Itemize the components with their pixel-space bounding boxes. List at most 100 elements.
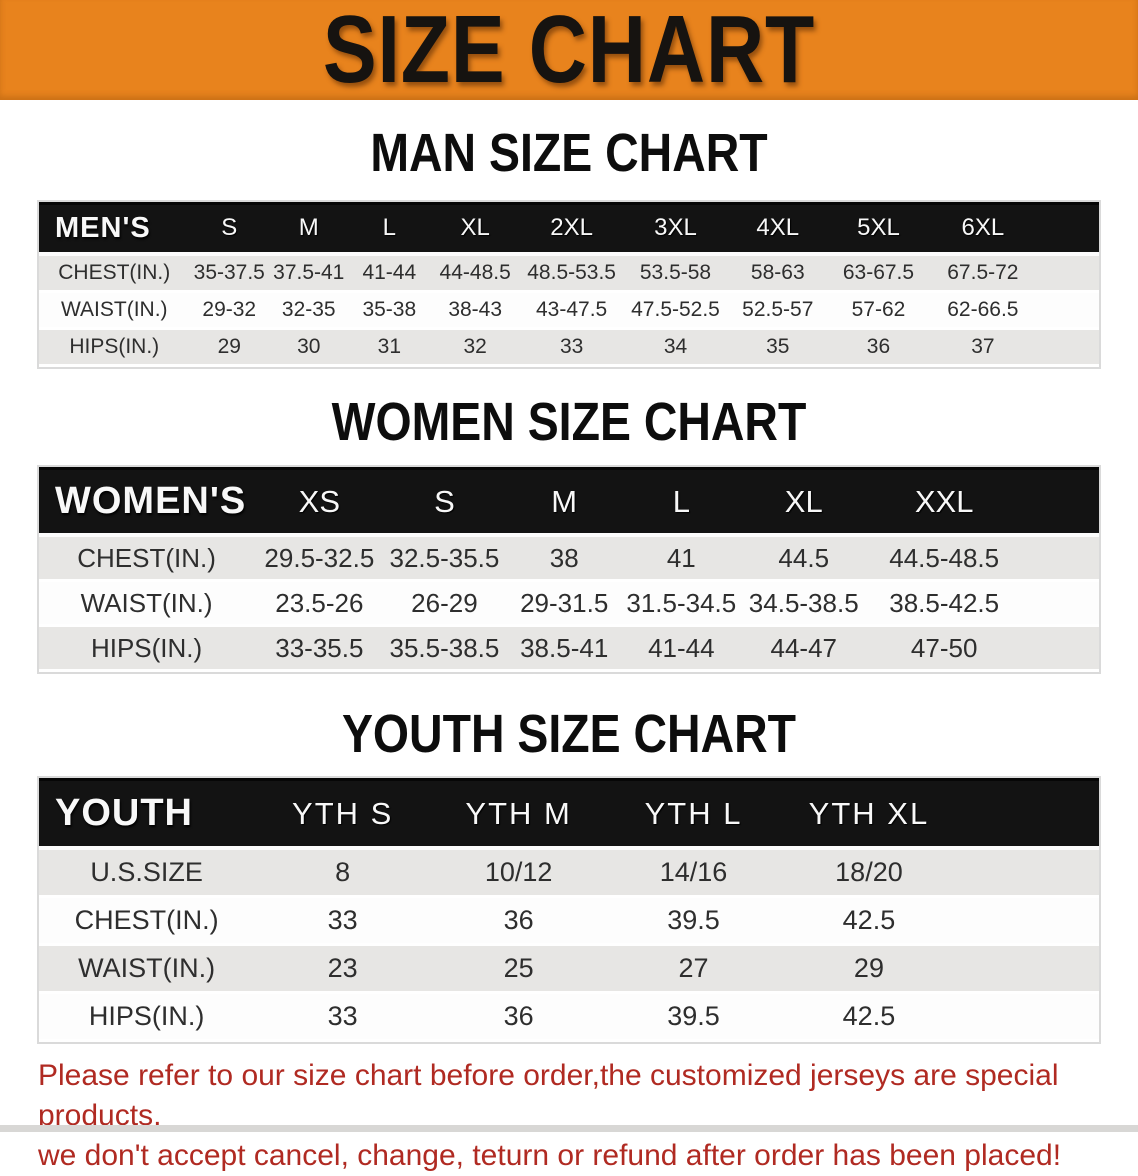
youth-size-table: YOUTH YTH S YTH M YTH L YTH XL U.S.SIZE 8 10/12…	[37, 776, 1101, 1045]
size-cell: 47-50	[868, 627, 1020, 673]
size-column-header: 4XL	[727, 201, 828, 256]
men-section-heading: MAN SIZE CHART	[370, 123, 768, 183]
size-cell: 34.5-38.5	[738, 582, 869, 628]
size-cell: 33-35.5	[254, 627, 385, 673]
row-spacer	[1019, 582, 1099, 628]
size-column-header: YTH XL	[780, 778, 957, 851]
row-spacer	[1019, 627, 1099, 673]
size-cell: 32	[430, 329, 521, 367]
row-label: WAIST(IN.)	[39, 292, 190, 330]
size-column-header: L	[624, 467, 739, 538]
size-cell: 37.5-41	[269, 255, 349, 293]
size-column-header: S	[189, 201, 270, 256]
size-cell: 31	[348, 329, 431, 367]
size-cell: 62-66.5	[929, 292, 1037, 330]
women-size-chart-section: WOMEN SIZE CHART WOMEN'S XS S M L XL XXL CHEST(…	[0, 391, 1138, 675]
size-cell: 52.5-57	[727, 292, 828, 330]
size-cell: 43-47.5	[520, 292, 624, 330]
table-header-label: WOMEN'S	[39, 467, 255, 538]
table-header-label: YOUTH	[39, 778, 255, 851]
row-label: HIPS(IN.)	[39, 329, 190, 367]
row-label: CHEST(IN.)	[39, 537, 255, 583]
size-cell: 14/16	[606, 850, 781, 899]
table-row: CHEST(IN.) 29.5-32.5 32.5-35.5 38 41 44.5 44.5…	[39, 537, 1099, 583]
size-column-header: L	[348, 201, 431, 256]
size-cell: 41	[624, 537, 739, 583]
row-spacer	[1036, 292, 1099, 330]
size-cell: 31.5-34.5	[624, 582, 739, 628]
size-cell: 38.5-41	[504, 627, 625, 673]
row-label: HIPS(IN.)	[39, 994, 255, 1043]
size-cell: 37	[929, 329, 1037, 367]
row-spacer	[1036, 329, 1099, 367]
size-cell: 29-31.5	[504, 582, 625, 628]
size-column-header: YTH S	[254, 778, 432, 851]
size-header-row: MEN'S S M L XL 2XL 3XL 4XL 5XL 6XL	[39, 201, 1099, 256]
size-cell: 67.5-72	[929, 255, 1037, 293]
header-spacer	[1036, 201, 1099, 256]
size-cell: 32-35	[269, 292, 349, 330]
size-cell: 36	[431, 994, 607, 1043]
size-cell: 23.5-26	[254, 582, 385, 628]
size-cell: 26-29	[384, 582, 505, 628]
table-row: CHEST(IN.) 33 36 39.5 42.5	[39, 898, 1099, 947]
table-row: HIPS(IN.) 33 36 39.5 42.5	[39, 994, 1099, 1043]
size-column-header: M	[269, 201, 349, 256]
table-row: CHEST(IN.) 35-37.5 37.5-41 41-44 44-48.5 48.5…	[39, 255, 1099, 293]
table-row: U.S.SIZE 8 10/12 14/16 18/20	[39, 850, 1099, 899]
size-cell: 39.5	[606, 898, 781, 947]
size-column-header: 5XL	[827, 201, 930, 256]
youth-size-chart-section: YOUTH SIZE CHART YOUTH YTH S YTH M YTH L YTH…	[0, 706, 1138, 1045]
size-cell: 23	[254, 946, 432, 995]
size-cell: 36	[431, 898, 607, 947]
size-column-header: XXL	[868, 467, 1020, 538]
row-spacer	[956, 850, 1099, 899]
size-column-header: YTH M	[431, 778, 607, 851]
row-spacer	[1019, 537, 1099, 583]
header-spacer	[1019, 467, 1099, 538]
bottom-strip	[0, 1125, 1138, 1132]
size-cell: 36	[827, 329, 930, 367]
table-header-label: MEN'S	[39, 201, 190, 256]
row-label: CHEST(IN.)	[39, 898, 255, 947]
size-cell: 42.5	[780, 898, 957, 947]
size-cell: 35-37.5	[189, 255, 270, 293]
size-cell: 34	[623, 329, 728, 367]
row-label: WAIST(IN.)	[39, 582, 255, 628]
size-cell: 38	[504, 537, 625, 583]
size-header-row: WOMEN'S XS S M L XL XXL	[39, 467, 1099, 538]
size-cell: 47.5-52.5	[623, 292, 728, 330]
size-cell: 44-47	[738, 627, 869, 673]
size-cell: 44-48.5	[430, 255, 521, 293]
size-cell: 10/12	[431, 850, 607, 899]
size-cell: 38-43	[430, 292, 521, 330]
size-cell: 29	[780, 946, 957, 995]
women-size-table: WOMEN'S XS S M L XL XXL CHEST(IN.) 29.5-32.5 32.5…	[37, 465, 1101, 675]
size-cell: 29.5-32.5	[254, 537, 385, 583]
table-row: WAIST(IN.) 23.5-26 26-29 29-31.5 31.5-34.5 34…	[39, 582, 1099, 628]
size-cell: 63-67.5	[827, 255, 930, 293]
disclaimer: Please refer to our size chart before or…	[38, 1056, 1100, 1176]
women-section-heading: WOMEN SIZE CHART	[331, 391, 807, 452]
size-cell: 29-32	[189, 292, 270, 330]
table-row: WAIST(IN.) 23 25 27 29	[39, 946, 1099, 995]
row-spacer	[956, 898, 1099, 947]
size-header-row: YOUTH YTH S YTH M YTH L YTH XL	[39, 778, 1099, 851]
size-column-header: 2XL	[520, 201, 624, 256]
table-row: HIPS(IN.) 33-35.5 35.5-38.5 38.5-41 41-44 44-…	[39, 627, 1099, 673]
row-label: U.S.SIZE	[39, 850, 255, 899]
disclaimer-line-1: Please refer to our size chart before or…	[38, 1059, 1059, 1133]
size-cell: 58-63	[727, 255, 828, 293]
size-column-header: XS	[254, 467, 385, 538]
size-column-header: XL	[738, 467, 869, 538]
size-cell: 27	[606, 946, 781, 995]
size-cell: 42.5	[780, 994, 957, 1043]
size-column-header: YTH L	[606, 778, 781, 851]
header-spacer	[956, 778, 1099, 851]
size-column-header: 6XL	[929, 201, 1037, 256]
disclaimer-line-2: we don't accept cancel, change, teturn o…	[38, 1139, 1062, 1173]
row-spacer	[1036, 255, 1099, 293]
size-cell: 38.5-42.5	[868, 582, 1020, 628]
size-cell: 33	[254, 898, 432, 947]
men-size-chart-section: MAN SIZE CHART MEN'S S M L XL 2XL 3XL 4XL 5XL 6XL…	[0, 123, 1138, 369]
